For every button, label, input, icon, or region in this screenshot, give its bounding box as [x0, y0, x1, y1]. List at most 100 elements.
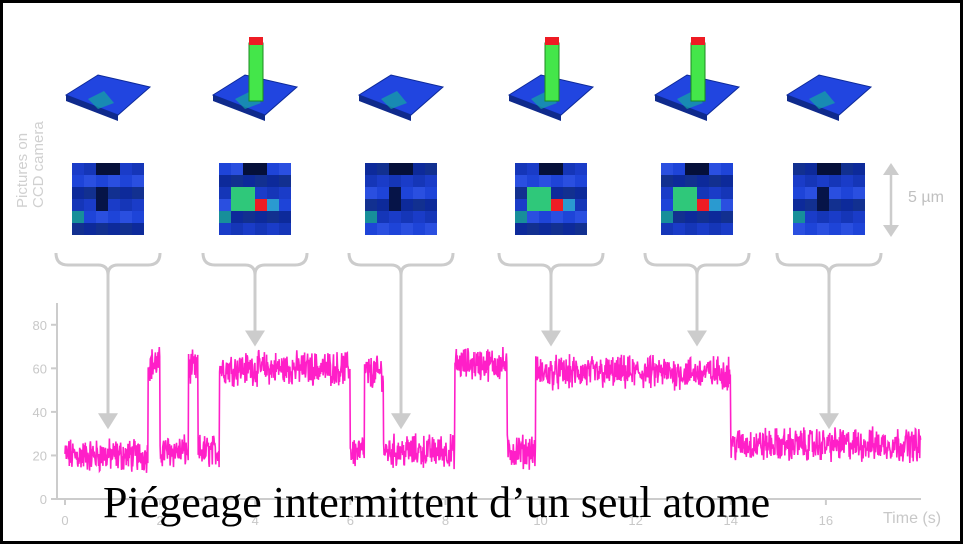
ccd-pixel	[255, 223, 267, 235]
ccd-pixel	[697, 163, 709, 175]
ccd-pixel	[108, 175, 120, 187]
ccd-pixel	[539, 199, 551, 211]
frame-arrow-head	[541, 330, 561, 347]
ccd-pixel	[279, 175, 291, 187]
surface-plot	[785, 74, 873, 116]
ccd-pixel	[413, 163, 425, 175]
ccd-pixel	[853, 199, 865, 211]
ccd-pixel	[219, 211, 231, 223]
ccd-pixel	[132, 199, 144, 211]
ccd-pixel	[563, 187, 575, 199]
ccd-pixel	[425, 223, 437, 235]
ccd-pixel	[853, 163, 865, 175]
ccd-pixel	[515, 211, 527, 223]
ccd-pixel	[697, 211, 709, 223]
ccd-pixel	[425, 187, 437, 199]
ccd-pixel	[108, 211, 120, 223]
ccd-pixel	[389, 211, 401, 223]
ccd-pixel	[255, 187, 267, 199]
surface-plot-edge	[509, 95, 561, 121]
ccd-pixel	[132, 187, 144, 199]
surface-bump	[88, 91, 114, 109]
ccd-pixel	[389, 199, 401, 211]
ccd-pixel	[377, 163, 389, 175]
atom-peak-top	[249, 37, 263, 45]
frame-arrow-head	[687, 330, 707, 347]
ccd-pixel	[805, 175, 817, 187]
ccd-pixel	[120, 211, 132, 223]
ccd-pixel	[673, 187, 685, 199]
ccd-pixel	[661, 175, 673, 187]
trace-axes: 0 20 40 60 80 0 2 4 6 8 10 12 14 16	[33, 303, 921, 528]
surface-plot-edge	[213, 95, 265, 121]
ccd-pixel	[132, 175, 144, 187]
y-tick-label: 40	[33, 405, 47, 420]
ccd-pixel	[721, 163, 733, 175]
ccd-pixel	[685, 199, 697, 211]
surface-plot-edge	[66, 95, 118, 121]
ccd-pixel	[243, 223, 255, 235]
y-tick-label: 20	[33, 448, 47, 463]
ccd-pixel	[72, 211, 84, 223]
ccd-pixel	[829, 223, 841, 235]
ccd-pixel	[805, 163, 817, 175]
ccd-pixel	[365, 223, 377, 235]
y-tick-label: 80	[33, 318, 47, 333]
ccd-pixel	[697, 199, 709, 211]
ccd-pixel	[389, 187, 401, 199]
ccd-pixel	[72, 223, 84, 235]
ccd-pixel	[267, 187, 279, 199]
ccd-pixel	[563, 199, 575, 211]
ccd-pixel	[219, 163, 231, 175]
ccd-pixel	[132, 211, 144, 223]
atom-peak-top	[691, 37, 705, 45]
ccd-pixel	[255, 163, 267, 175]
ccd-pixel	[817, 223, 829, 235]
ccd-pixel	[279, 199, 291, 211]
ccd-pixel	[279, 211, 291, 223]
ccd-pixel	[72, 163, 84, 175]
scale-label: 5 µm	[908, 189, 944, 206]
ccd-pixel	[527, 187, 539, 199]
ccd-pixel	[661, 223, 673, 235]
ccd-pixel	[255, 211, 267, 223]
ccd-pixel	[527, 163, 539, 175]
ccd-pixel	[575, 199, 587, 211]
ccd-pixel	[515, 175, 527, 187]
ccd-pixel	[401, 175, 413, 187]
surface-plot-edge	[655, 95, 707, 121]
side-label-line2: CCD camera	[30, 121, 47, 208]
ccd-pixel	[551, 223, 563, 235]
ccd-pixel	[841, 175, 853, 187]
ccd-pixel	[829, 175, 841, 187]
ccd-pixel	[84, 211, 96, 223]
ccd-pixel	[709, 175, 721, 187]
x-axis-title: Time (s)	[883, 510, 942, 527]
caption: Piégeage intermittent d’un seul atome	[103, 478, 771, 527]
ccd-pixel	[255, 175, 267, 187]
ccd-image-row	[64, 37, 873, 235]
ccd-pixel	[805, 211, 817, 223]
ccd-pixel	[401, 211, 413, 223]
ccd-pixel	[817, 199, 829, 211]
ccd-pixel	[709, 223, 721, 235]
ccd-pixel	[219, 187, 231, 199]
surface-plot-edge	[359, 95, 411, 121]
ccd-pixel	[96, 187, 108, 199]
ccd-pixel	[527, 175, 539, 187]
x-tick-label: 2	[156, 513, 163, 528]
ccd-pixel	[425, 199, 437, 211]
frame-bracket	[54, 252, 162, 276]
ccd-pixel	[527, 211, 539, 223]
ccd-pixel	[96, 175, 108, 187]
ccd-pixel	[563, 223, 575, 235]
frame-bracket	[497, 252, 605, 276]
atom-trapping-figure: 0 20 40 60 80 0 2 4 6 8 10 12 14 16	[33, 37, 922, 528]
ccd-pixel	[84, 187, 96, 199]
ccd-pixel	[661, 187, 673, 199]
y-tick-label: 60	[33, 361, 47, 376]
ccd-pixel	[539, 187, 551, 199]
frame-bracket	[347, 252, 455, 276]
ccd-pixel	[539, 175, 551, 187]
ccd-pixel	[84, 223, 96, 235]
